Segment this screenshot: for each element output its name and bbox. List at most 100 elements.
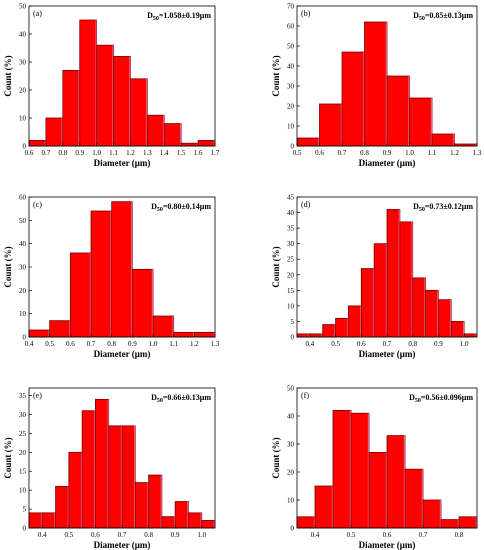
x-tick-label: 0.4 [25,340,34,348]
y-tick-label: 10 [19,310,27,318]
y-tick-label: 40 [287,63,295,71]
bar-glow [439,500,441,528]
y-tick-label: 5 [23,506,27,514]
histogram-bar [368,451,388,529]
histogram-bar [197,139,216,147]
histogram-bar [425,289,439,338]
histogram-bar [431,133,455,147]
y-axis-label: Count (%) [3,55,13,96]
d50-value: =0.80±0.14μm [163,202,211,211]
histogram-bar [335,317,349,338]
histogram-bar [174,501,189,529]
bar-glow [54,512,56,528]
bar-glow [80,452,83,528]
histogram-bar [62,70,81,147]
d50-subscript: 50 [419,207,425,213]
bar-glow [213,140,215,146]
d50-value: =0.85±0.13μm [425,11,473,20]
bar-glow [475,516,477,528]
d50-subscript: 50 [153,16,159,22]
y-tick-label: 60 [19,194,27,202]
bar-glow [160,475,162,528]
y-tick-label: 50 [19,3,27,11]
bar-glow [44,140,46,146]
bar-glow [187,501,189,528]
histogram-bar [69,252,92,338]
y-tick-label: 30 [287,240,295,248]
x-tick-label: 1.0 [405,149,414,157]
x-tick-label: 0.8 [107,340,116,348]
x-tick-label: 0.5 [64,531,73,539]
y-tick-label: 35 [19,392,27,400]
y-tick-label: 10 [19,115,27,123]
d50-symbol: D [151,202,157,211]
histogram-bar [193,331,216,338]
bar-glow [331,486,333,528]
histogram-bar [55,485,70,529]
y-tick-label: 20 [287,469,295,477]
bar-glow [475,333,477,337]
histogram-bar [49,320,71,338]
y-tick-label: 40 [19,31,27,39]
bar-glow [213,520,215,528]
histogram-bar [28,329,51,338]
d50-subscript: 50 [419,16,425,22]
y-tick-label: 30 [19,411,27,419]
d50-symbol: D [409,393,415,402]
d50-symbol: D [151,393,157,402]
bar-glow [408,76,410,146]
bar-glow [385,452,387,528]
histogram-bar [161,516,176,529]
bar-glow [129,56,131,146]
x-tick-label: 1.3 [473,149,482,157]
x-tick-label: 0.6 [357,340,366,348]
histogram-bar [440,519,460,529]
y-axis-label: Count (%) [271,246,281,287]
bar-glow [95,20,97,146]
bar-glow [134,425,136,528]
bar-glow [41,512,43,528]
x-tick-label: 0.5 [293,149,302,157]
bar-glow [313,516,315,528]
y-axis-label: Count (%) [271,55,281,96]
x-tick-label: 0.9 [75,149,84,157]
x-tick-label: 0.9 [383,149,392,157]
histogram-bar [332,409,352,529]
histogram-bar [45,117,64,147]
histogram-bar [458,516,478,529]
bar-glow [398,209,400,337]
plot-frame [28,5,216,147]
histogram-bar [386,75,410,147]
bar-glow [475,144,477,146]
bar-glow [200,512,202,528]
y-tick-label: 15 [19,468,27,476]
histogram-bar [41,512,56,529]
bar-glow [110,211,112,337]
histogram-bar [68,451,83,529]
y-tick-label: 0 [23,334,27,342]
histogram-bar [412,277,426,338]
histogram-bar [463,333,478,338]
y-axis-label: Count (%) [3,246,13,287]
y-tick-label: 40 [19,240,27,248]
x-tick-label: 0.9 [171,531,180,539]
d50-value: =0.56±0.096μm [421,393,473,402]
histogram-bar [322,324,336,338]
x-tick-label: 0.7 [42,149,51,157]
bar-glow [349,410,351,528]
histogram-bar [108,425,123,529]
bar-glow [321,333,323,337]
y-tick-label: 30 [19,264,27,272]
bar-glow [385,243,387,337]
x-tick-label: 0.4 [311,531,320,539]
bar-glow [334,324,336,337]
x-tick-label: 0.8 [144,531,153,539]
panel-label: (a) [33,9,42,18]
bar-glow [78,70,80,146]
x-tick-label: 0.7 [118,531,127,539]
histogram-bar [341,51,365,147]
histogram-bar [146,114,165,147]
histogram-bar [309,333,324,338]
histogram-bar [350,412,370,529]
